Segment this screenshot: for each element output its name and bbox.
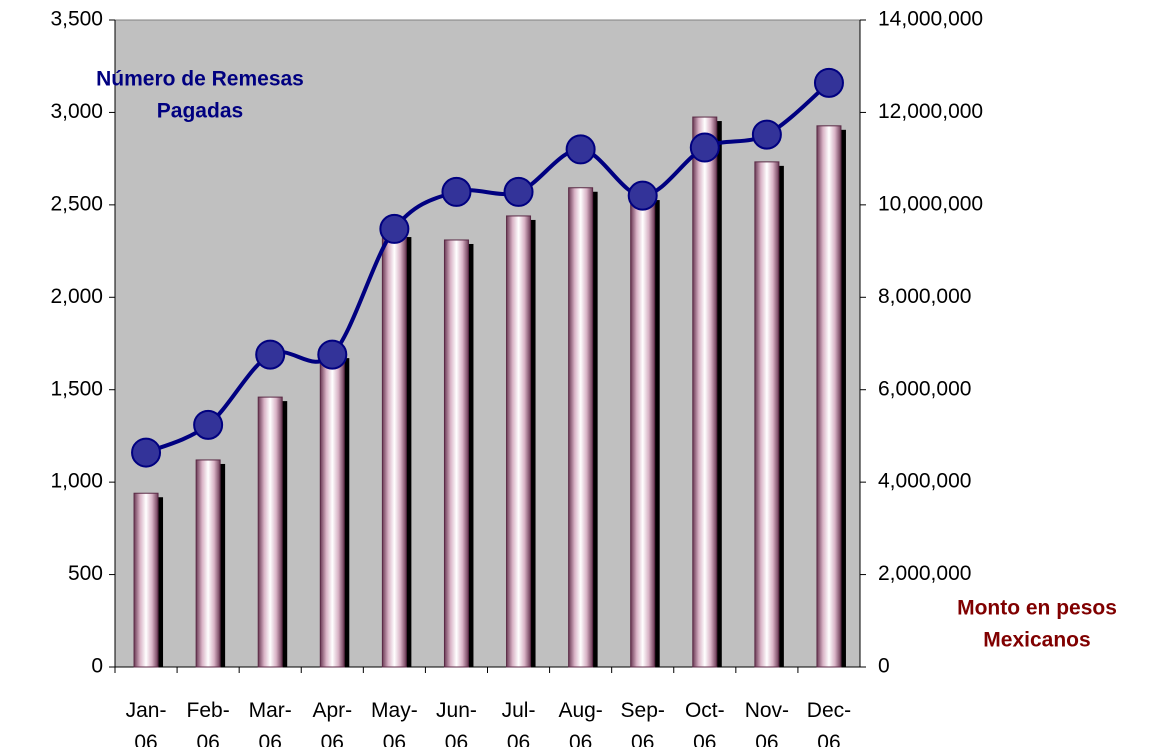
bar xyxy=(319,353,345,668)
line-marker xyxy=(131,437,162,468)
y2-tick-label: 0 xyxy=(878,655,890,678)
plot-area xyxy=(114,19,861,668)
x-tick-label: Mar-06 xyxy=(249,699,292,747)
y-tick-label: 0 xyxy=(91,655,103,678)
line-marker xyxy=(317,339,348,370)
y-tick-label: 3,000 xyxy=(50,100,103,123)
bar xyxy=(506,215,532,668)
x-tick-label: Jul-06 xyxy=(502,699,536,747)
line-marker xyxy=(193,409,224,440)
bar xyxy=(381,232,407,668)
x-tick-label: Jun-06 xyxy=(436,699,477,747)
y2-tick-label: 4,000,000 xyxy=(878,470,971,493)
bar xyxy=(443,239,469,668)
y-tick-label: 2,500 xyxy=(50,192,103,215)
x-tick-label: Oct-06 xyxy=(685,699,725,747)
line-marker xyxy=(627,180,658,211)
y2-axis-label: Monto en pesos xyxy=(957,597,1117,620)
x-tick-label: Dec-06 xyxy=(807,699,851,747)
line-marker xyxy=(751,119,782,150)
y2-axis-label: Mexicanos xyxy=(983,629,1090,652)
y2-tick-label: 12,000,000 xyxy=(878,100,983,123)
bar xyxy=(630,195,656,668)
y-tick-label: 3,500 xyxy=(50,8,103,31)
bar xyxy=(568,187,594,668)
x-tick-label: May-06 xyxy=(371,699,418,747)
bar xyxy=(692,116,718,668)
y-axis-label: Número de Remesas xyxy=(96,68,304,91)
bar xyxy=(133,492,159,668)
bar xyxy=(816,125,842,668)
x-tick-label: Sep-06 xyxy=(621,699,665,747)
line-marker xyxy=(813,67,844,98)
y2-tick-label: 6,000,000 xyxy=(878,377,971,400)
y-tick-label: 1,000 xyxy=(50,470,103,493)
line-marker xyxy=(255,339,286,370)
bar xyxy=(195,459,221,668)
y2-tick-label: 8,000,000 xyxy=(878,285,971,308)
line-marker xyxy=(441,176,472,207)
y-tick-label: 500 xyxy=(68,562,103,585)
y-axis-label: Pagadas xyxy=(157,100,243,123)
y-tick-label: 2,000 xyxy=(50,285,103,308)
y2-tick-label: 2,000,000 xyxy=(878,562,971,585)
y2-tick-label: 14,000,000 xyxy=(878,8,983,31)
line-marker xyxy=(379,213,410,244)
bar xyxy=(257,396,283,668)
line-marker xyxy=(503,176,534,207)
x-tick-label: Feb-06 xyxy=(187,699,230,747)
line-marker xyxy=(565,134,596,165)
x-tick-label: Aug-06 xyxy=(558,699,602,747)
bar xyxy=(754,161,780,668)
y-tick-label: 1,500 xyxy=(50,377,103,400)
y2-tick-label: 10,000,000 xyxy=(878,192,983,215)
x-tick-label: Apr-06 xyxy=(312,699,352,747)
x-tick-label: Nov-06 xyxy=(745,699,789,747)
x-tick-label: Jan-06 xyxy=(126,699,167,747)
line-marker xyxy=(689,132,720,163)
